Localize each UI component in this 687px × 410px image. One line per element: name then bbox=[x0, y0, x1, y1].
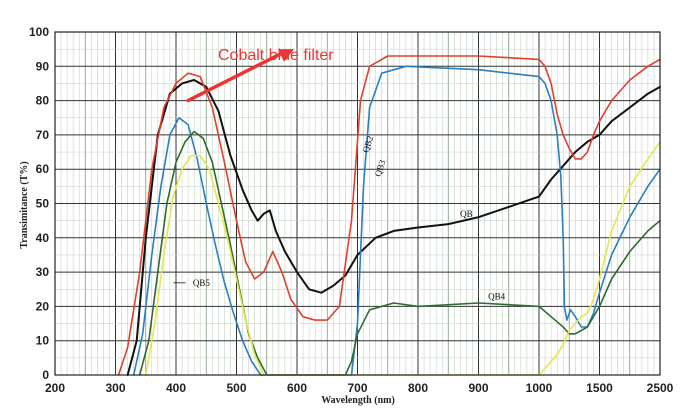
annotation-arrow bbox=[186, 50, 286, 103]
series-label-qb: QB bbox=[460, 209, 473, 219]
plot-frame bbox=[54, 31, 661, 376]
annotation-layer: Cobalt blue filter bbox=[186, 47, 334, 103]
label-layer: QB2 QB3 QB QB4 QB5 bbox=[173, 135, 506, 302]
series-line-qb4 bbox=[138, 130, 661, 376]
axis-layer: 200 300 400 500 600 700 800 900 1000 1500 2500 0 10 2… bbox=[29, 25, 674, 395]
x-tick-label: 700 bbox=[347, 381, 367, 395]
x-axis-label: Wavelength (nm) bbox=[321, 395, 395, 406]
annotation-arrowhead bbox=[277, 49, 294, 62]
x-tick-label: 600 bbox=[287, 381, 307, 395]
y-axis-label: Transimitance (T%) bbox=[19, 161, 30, 248]
series-line-qb bbox=[126, 79, 661, 376]
x-tick-label: 2500 bbox=[647, 381, 674, 395]
y-tick-label: 80 bbox=[36, 94, 50, 108]
grid-layer bbox=[54, 31, 661, 376]
x-tick-label: 400 bbox=[166, 381, 186, 395]
series-layer bbox=[117, 55, 661, 376]
y-tick-label: 90 bbox=[36, 59, 50, 73]
y-tick-label: 70 bbox=[36, 128, 50, 142]
x-tick-label: 900 bbox=[468, 381, 488, 395]
series-label-qb5: QB5 bbox=[193, 278, 211, 288]
y-tick-label: 30 bbox=[36, 265, 50, 279]
y-tick-label: 50 bbox=[36, 197, 50, 211]
series-line-qb5 bbox=[145, 141, 661, 376]
x-tick-label: 500 bbox=[226, 381, 246, 395]
y-tick-label: 20 bbox=[36, 299, 50, 313]
series-label-qb2: QB2 bbox=[361, 135, 376, 154]
y-tick-label: 40 bbox=[36, 231, 50, 245]
x-tick-label: 1000 bbox=[526, 381, 553, 395]
y-tick-label: 100 bbox=[29, 25, 49, 39]
x-tick-label: 300 bbox=[105, 381, 125, 395]
series-label-qb3: QB3 bbox=[373, 158, 388, 178]
y-tick-label: 0 bbox=[42, 368, 49, 382]
x-tick-label: 200 bbox=[45, 381, 65, 395]
y-tick-label: 10 bbox=[36, 334, 50, 348]
series-label-qb4: QB4 bbox=[488, 292, 506, 302]
x-tick-label: 1500 bbox=[586, 381, 613, 395]
series-line-qb3 bbox=[132, 65, 661, 376]
y-tick-label: 60 bbox=[36, 162, 50, 176]
series-line-qb2 bbox=[117, 55, 661, 376]
x-tick-label: 800 bbox=[408, 381, 428, 395]
